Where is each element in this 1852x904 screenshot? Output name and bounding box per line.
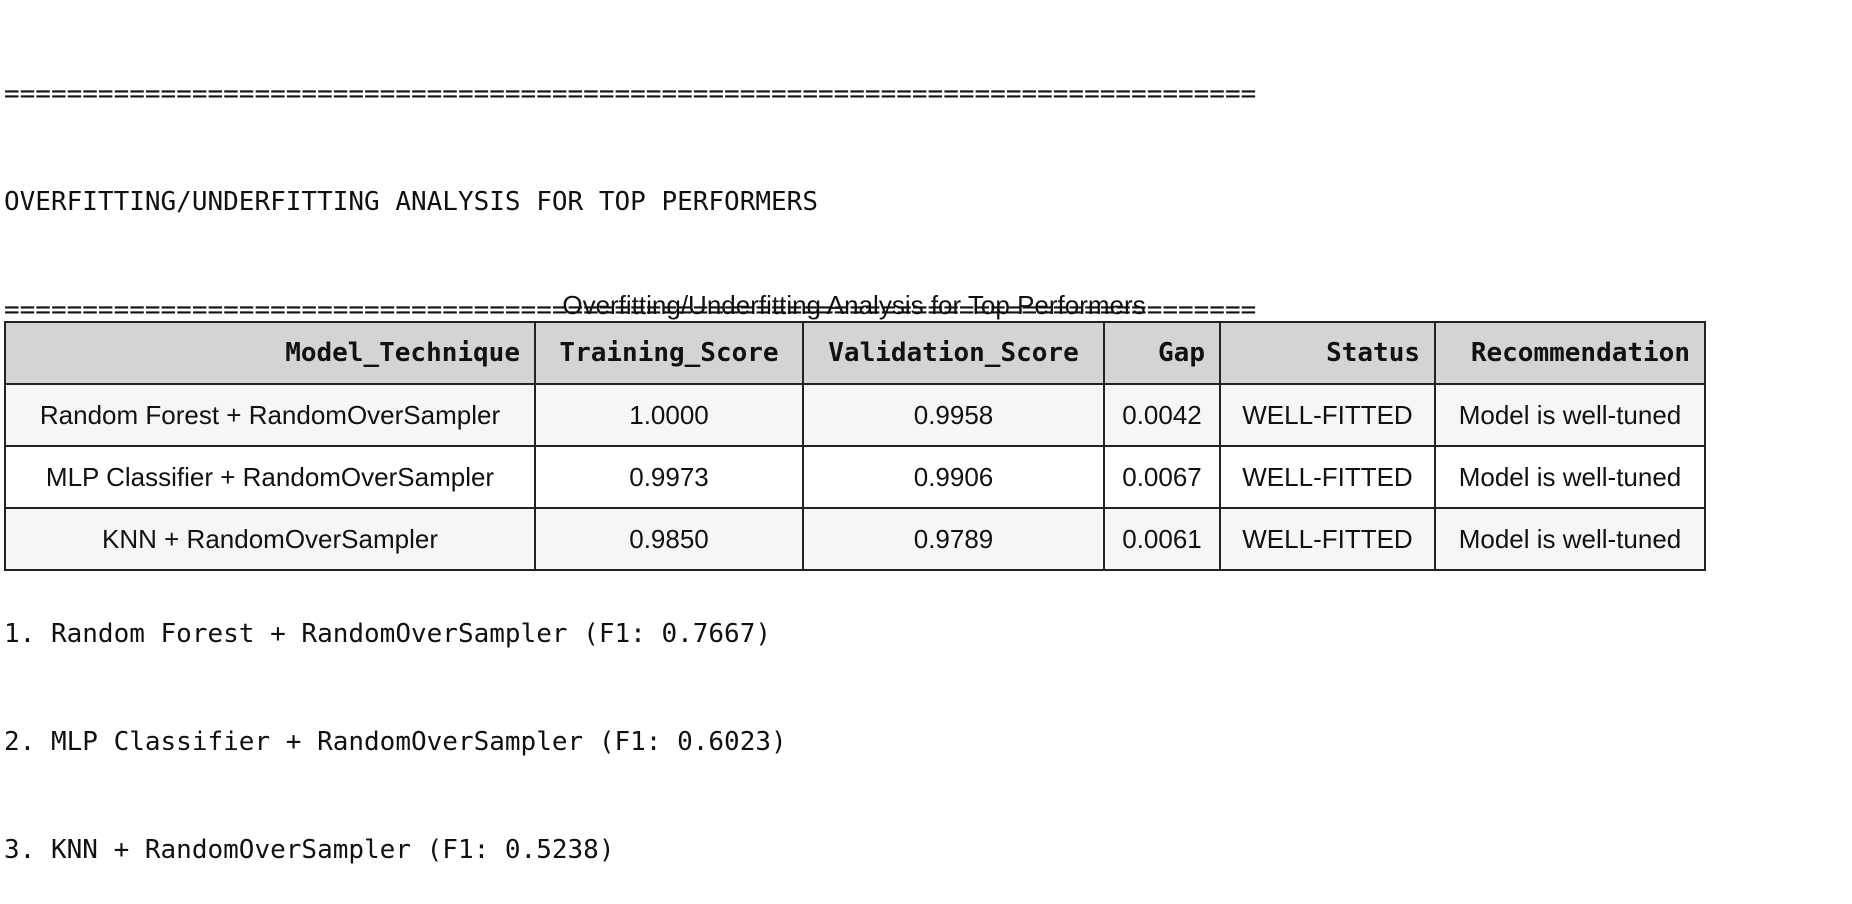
header-status: Status [1219, 321, 1436, 385]
separator-bottom: ========================================… [4, 295, 1257, 325]
header-model-technique: Model_Technique [4, 321, 536, 385]
table-row: KNN + RandomOverSampler 0.9850 0.9789 0.… [4, 507, 1706, 571]
table-row: MLP Classifier + RandomOverSampler 0.997… [4, 445, 1706, 509]
cell-recommendation: Model is well-tuned [1434, 445, 1706, 509]
top-performer-item: 2. MLP Classifier + RandomOverSampler (F… [4, 727, 787, 757]
cell-training-score: 1.0000 [534, 383, 804, 447]
cell-validation-score: 0.9958 [802, 383, 1105, 447]
header-recommendation: Recommendation [1434, 321, 1706, 385]
cell-recommendation: Model is well-tuned [1434, 383, 1706, 447]
table-row: Random Forest + RandomOverSampler 1.0000… [4, 383, 1706, 447]
cell-training-score: 0.9973 [534, 445, 804, 509]
console-heading: OVERFITTING/UNDERFITTING ANALYSIS FOR TO… [4, 187, 818, 217]
cell-status: WELL-FITTED [1219, 507, 1436, 571]
header-validation-score: Validation_Score [802, 321, 1105, 385]
cell-training-score: 0.9850 [534, 507, 804, 571]
cell-recommendation: Model is well-tuned [1434, 507, 1706, 571]
header-training-score: Training_Score [534, 321, 804, 385]
cell-model-technique: Random Forest + RandomOverSampler [4, 383, 536, 447]
separator-top: ========================================… [4, 79, 1257, 109]
table-title: Overfitting/Underfitting Analysis for To… [562, 290, 1146, 320]
cell-gap: 0.0061 [1103, 507, 1221, 571]
cell-status: WELL-FITTED [1219, 383, 1436, 447]
header-gap: Gap [1103, 321, 1221, 385]
cell-status: WELL-FITTED [1219, 445, 1436, 509]
top-performer-item: 1. Random Forest + RandomOverSampler (F1… [4, 619, 772, 649]
cell-validation-score: 0.9789 [802, 507, 1105, 571]
cell-gap: 0.0042 [1103, 383, 1221, 447]
analysis-table: Model_Technique Training_Score Validatio… [4, 321, 1706, 571]
top-performer-item: 3. KNN + RandomOverSampler (F1: 0.5238) [4, 835, 615, 865]
cell-gap: 0.0067 [1103, 445, 1221, 509]
cell-model-technique: KNN + RandomOverSampler [4, 507, 536, 571]
cell-model-technique: MLP Classifier + RandomOverSampler [4, 445, 536, 509]
cell-validation-score: 0.9906 [802, 445, 1105, 509]
table-header-row: Model_Technique Training_Score Validatio… [4, 321, 1706, 385]
